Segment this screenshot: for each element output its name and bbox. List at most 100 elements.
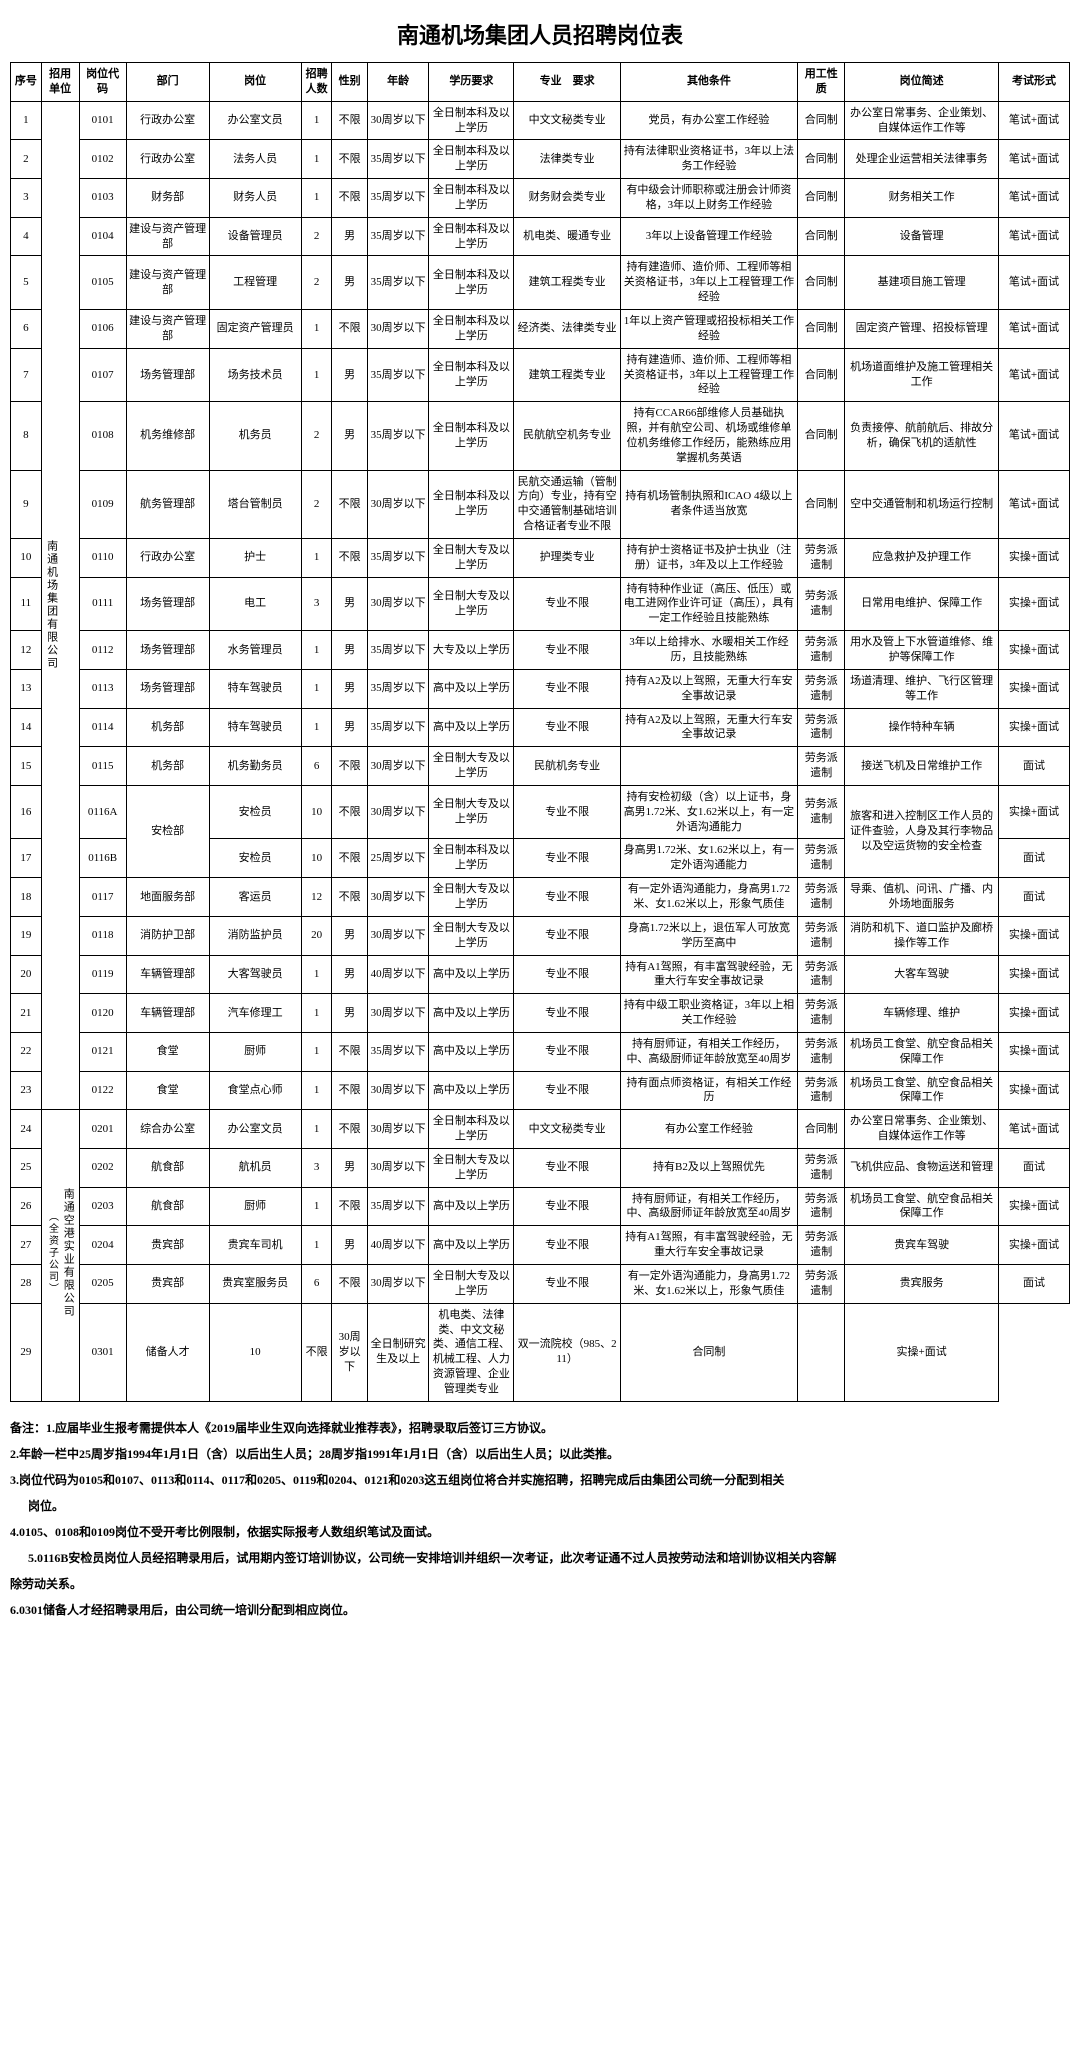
cell-pos: 设备管理员 bbox=[209, 217, 301, 256]
cell-sex: 男 bbox=[332, 1148, 367, 1187]
cell-other: 有一定外语沟通能力，身高男1.72米、女1.62米以上，形象气质佳 bbox=[620, 878, 797, 917]
cell-seq: 1 bbox=[11, 101, 42, 140]
cell-pos: 办公室文员 bbox=[209, 1110, 301, 1149]
cell-emp: 劳务派遣制 bbox=[798, 708, 845, 747]
cell-dept: 行政办公室 bbox=[126, 538, 209, 577]
cell-emp: 合同制 bbox=[798, 470, 845, 538]
table-row: 50105建设与资产管理部工程管理2男35周岁以下全日制本科及以上学历建筑工程类… bbox=[11, 256, 1070, 310]
cell-age: 35周岁以下 bbox=[367, 708, 428, 747]
cell-emp: 劳务派遣制 bbox=[798, 631, 845, 670]
cell-desc: 办公室日常事务、企业策划、自媒体运作工作等 bbox=[845, 101, 999, 140]
cell-major: 专业不限 bbox=[514, 839, 620, 878]
table-row: 180117地面服务部客运员12不限30周岁以下全日制大专及以上学历专业不限有一… bbox=[11, 878, 1070, 917]
cell-code: 0109 bbox=[79, 470, 126, 538]
cell-major: 法律类专业 bbox=[514, 140, 620, 179]
cell-age: 30周岁以下 bbox=[367, 309, 428, 348]
cell-age: 35周岁以下 bbox=[367, 140, 428, 179]
note-line: 岗位。 bbox=[10, 1494, 1070, 1518]
cell-desc bbox=[798, 1303, 845, 1401]
cell-desc: 贵宾车驾驶 bbox=[845, 1226, 999, 1265]
cell-major: 财务财会类专业 bbox=[514, 179, 620, 218]
cell-sex: 男 bbox=[332, 631, 367, 670]
cell-sex: 男 bbox=[332, 256, 367, 310]
cell-desc: 飞机供应品、食物运送和管理 bbox=[845, 1148, 999, 1187]
table-row: 140114机务部特车驾驶员1男35周岁以下高中及以上学历专业不限持有A2及以上… bbox=[11, 708, 1070, 747]
cell-pos: 厨师 bbox=[209, 1032, 301, 1071]
table-row: 40104建设与资产管理部设备管理员2男35周岁以下全日制本科及以上学历机电类、… bbox=[11, 217, 1070, 256]
table-row: 60106建设与资产管理部固定资产管理员1不限30周岁以下全日制本科及以上学历经… bbox=[11, 309, 1070, 348]
cell-dept: 建设与资产管理部 bbox=[126, 309, 209, 348]
cell-seq: 8 bbox=[11, 402, 42, 470]
cell-desc: 空中交通管制和机场运行控制 bbox=[845, 470, 999, 538]
cell-seq: 29 bbox=[11, 1303, 42, 1401]
cell-code: 0102 bbox=[79, 140, 126, 179]
cell-edu: 高中及以上学历 bbox=[429, 669, 514, 708]
cell-num: 1 bbox=[301, 1110, 332, 1149]
cell-sex: 不限 bbox=[332, 1071, 367, 1110]
cell-num: 1 bbox=[301, 1226, 332, 1265]
cell-major: 专业不限 bbox=[514, 1226, 620, 1265]
cell-exam: 实操+面试 bbox=[998, 538, 1069, 577]
cell-major: 民航航空机务专业 bbox=[514, 402, 620, 470]
cell-other: 持有A2及以上驾照，无重大行车安全事故记录 bbox=[620, 708, 797, 747]
cell-emp: 劳务派遣制 bbox=[798, 1187, 845, 1226]
cell-pos: 储备人才 bbox=[126, 1303, 209, 1401]
cell-age: 25周岁以下 bbox=[367, 839, 428, 878]
cell-emp: 劳务派遣制 bbox=[798, 1265, 845, 1304]
recruitment-table: 序号 招用单位 岗位代码 部门 岗位 招聘人数 性别 年龄 学历要求 专业 要求… bbox=[10, 62, 1070, 1402]
cell-major: 护理类专业 bbox=[514, 538, 620, 577]
cell-code: 0301 bbox=[79, 1303, 126, 1401]
cell-edu: 全日制大专及以上学历 bbox=[429, 785, 514, 839]
cell-age: 35周岁以下 bbox=[367, 1032, 428, 1071]
table-row: 290301储备人才10不限30周岁以下全日制研究生及以上机电类、法律类、中文文… bbox=[11, 1303, 1070, 1401]
cell-num: 2 bbox=[301, 256, 332, 310]
cell-major: 专业不限 bbox=[514, 916, 620, 955]
cell-seq: 22 bbox=[11, 1032, 42, 1071]
table-row: 30103财务部财务人员1不限35周岁以下全日制本科及以上学历财务财会类专业有中… bbox=[11, 179, 1070, 218]
cell-edu: 高中及以上学历 bbox=[429, 955, 514, 994]
cell-pos: 电工 bbox=[209, 577, 301, 631]
cell-desc: 财务相关工作 bbox=[845, 179, 999, 218]
cell-major: 专业不限 bbox=[514, 1071, 620, 1110]
cell-seq: 5 bbox=[11, 256, 42, 310]
cell-major: 专业不限 bbox=[514, 708, 620, 747]
h-unit: 招用单位 bbox=[41, 63, 79, 102]
page-title: 南通机场集团人员招聘岗位表 bbox=[10, 18, 1070, 50]
cell-sex: 不限 bbox=[332, 747, 367, 786]
cell-sex: 男 bbox=[332, 916, 367, 955]
cell-emp: 劳务派遣制 bbox=[798, 1148, 845, 1187]
cell-sex: 不限 bbox=[301, 1303, 332, 1401]
cell-emp: 合同制 bbox=[798, 309, 845, 348]
note-line: 2.年龄一栏中25周岁指1994年1月1日（含）以后出生人员；28周岁指1991… bbox=[10, 1442, 1070, 1466]
cell-edu: 高中及以上学历 bbox=[429, 1032, 514, 1071]
cell-age: 35周岁以下 bbox=[367, 217, 428, 256]
cell-num: 2 bbox=[301, 402, 332, 470]
cell-dept: 机务维修部 bbox=[126, 402, 209, 470]
h-code: 岗位代码 bbox=[79, 63, 126, 102]
cell-other: 持有护士资格证书及护士执业（注册）证书，3年及以上工作经验 bbox=[620, 538, 797, 577]
cell-code: 0115 bbox=[79, 747, 126, 786]
cell-exam: 实操+面试 bbox=[998, 955, 1069, 994]
cell-seq: 21 bbox=[11, 994, 42, 1033]
cell-sex: 不限 bbox=[332, 309, 367, 348]
cell-sex: 男 bbox=[332, 217, 367, 256]
cell-major: 专业不限 bbox=[514, 631, 620, 670]
cell-desc: 负责接停、航前航后、排故分析，确保飞机的适航性 bbox=[845, 402, 999, 470]
cell-num: 10 bbox=[301, 839, 332, 878]
cell-seq: 23 bbox=[11, 1071, 42, 1110]
cell-seq: 9 bbox=[11, 470, 42, 538]
note-line: 5.0116B安检员岗位人员经招聘录用后，试用期内签订培训协议，公司统一安排培训… bbox=[10, 1546, 1070, 1570]
cell-num: 10 bbox=[209, 1303, 301, 1401]
cell-age: 30周岁以下 bbox=[367, 878, 428, 917]
cell-sex: 不限 bbox=[332, 140, 367, 179]
cell-pos: 消防监护员 bbox=[209, 916, 301, 955]
cell-edu: 全日制大专及以上学历 bbox=[429, 1265, 514, 1304]
header-row: 序号 招用单位 岗位代码 部门 岗位 招聘人数 性别 年龄 学历要求 专业 要求… bbox=[11, 63, 1070, 102]
cell-code: 0120 bbox=[79, 994, 126, 1033]
cell-major: 中文文秘类专业 bbox=[514, 101, 620, 140]
cell-edu: 高中及以上学历 bbox=[429, 708, 514, 747]
cell-sex: 男 bbox=[332, 669, 367, 708]
cell-dept: 地面服务部 bbox=[126, 878, 209, 917]
table-row: 190118消防护卫部消防监护员20男30周岁以下全日制大专及以上学历专业不限身… bbox=[11, 916, 1070, 955]
cell-seq: 2 bbox=[11, 140, 42, 179]
